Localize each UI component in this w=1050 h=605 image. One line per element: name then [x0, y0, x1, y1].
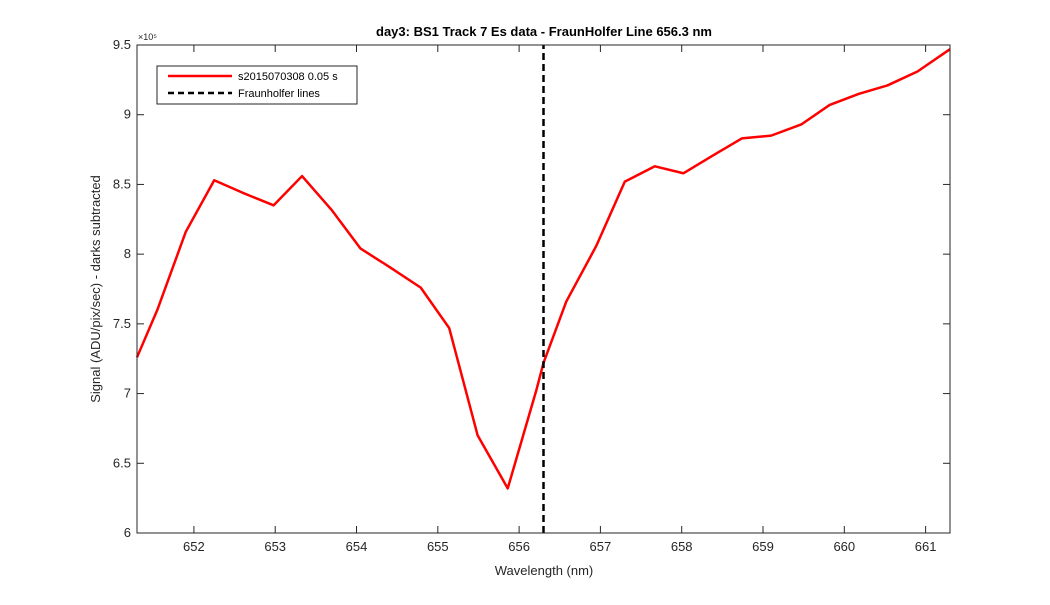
legend-box: [156, 65, 358, 105]
x-tick-label: 652: [183, 539, 205, 554]
y-tick-label: 8: [124, 246, 131, 261]
y-tick-label: 8.5: [113, 176, 131, 191]
legend-label-fraunhofer: Fraunholfer lines: [238, 88, 320, 100]
x-tick-label: 656: [508, 539, 530, 554]
legend: s2015070308 0.05 s Fraunholfer lines: [156, 65, 358, 105]
x-axis-label: Wavelength (nm): [495, 563, 594, 578]
y-tick-label: 6.5: [113, 455, 131, 470]
legend-label-series-1: s2015070308 0.05 s: [238, 71, 338, 83]
series-layer: [135, 45, 951, 533]
x-tick-label: 661: [915, 539, 937, 554]
y-axis: 6 6.5 7 7.5 8 8.5 9 9.5: [113, 37, 950, 540]
x-tick-label: 659: [752, 539, 774, 554]
plot-frame: [136, 44, 951, 534]
y-tick-label: 9.5: [113, 37, 131, 52]
y-exponent-label: ×10⁵: [138, 32, 157, 42]
series-line-signal: [135, 48, 951, 490]
y-tick-label: 7: [124, 386, 131, 401]
x-tick-label: 653: [264, 539, 286, 554]
chart-title: day3: BS1 Track 7 Es data - FraunHolfer …: [376, 24, 712, 39]
y-tick-label: 6: [124, 525, 131, 540]
x-tick-label: 658: [671, 539, 693, 554]
x-tick-label: 657: [590, 539, 612, 554]
x-tick-label: 660: [833, 539, 855, 554]
x-tick-label: 654: [346, 539, 368, 554]
y-tick-label: 7.5: [113, 316, 131, 331]
y-tick-label: 9: [124, 107, 131, 122]
y-axis-label: Signal (ADU/pix/sec) - darks subtracted: [88, 175, 103, 403]
x-tick-label: 655: [427, 539, 449, 554]
x-axis: 652 653 654 655 656 657 658 659 660 661: [183, 45, 936, 554]
